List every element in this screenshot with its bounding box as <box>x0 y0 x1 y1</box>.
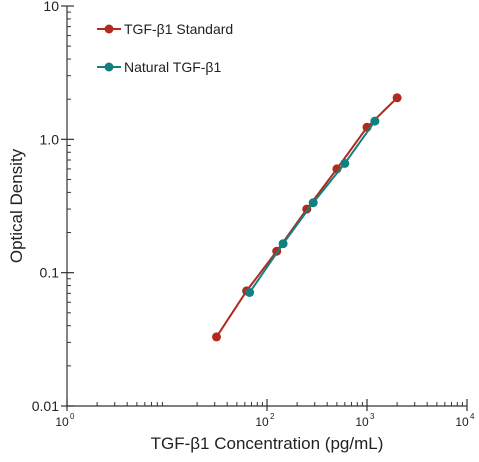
y-tick-label: 1.0 <box>40 131 60 147</box>
y-axis-title: Optical Density <box>7 148 26 263</box>
legend-swatch-standard-marker <box>104 24 114 34</box>
series-layer <box>212 93 402 342</box>
x-tick-exponent: 2 <box>270 412 275 421</box>
legend: TGF-β1 Standard Natural TGF-β1 <box>97 21 233 75</box>
series-1-point <box>245 288 255 297</box>
series-line-0 <box>215 97 398 338</box>
x-ticks: 10 0 10 2 10 3 10 4 <box>55 399 475 429</box>
x-tick-label: 10 <box>255 415 269 429</box>
x-tick-label: 10 <box>455 415 469 429</box>
y-tick-label: 10 <box>43 0 59 14</box>
series-1-point <box>370 116 380 126</box>
x-tick-label: 10 <box>55 415 69 429</box>
minor-ticks <box>67 11 463 406</box>
y-tick-label: 0.01 <box>32 398 59 414</box>
x-axis-title: TGF-β1 Concentration (pg/mL) <box>151 434 384 453</box>
legend-item-standard: TGF-β1 Standard <box>97 21 233 37</box>
series-1-point <box>308 198 318 208</box>
x-tick-exponent: 3 <box>370 412 375 421</box>
series-1-point <box>340 158 350 168</box>
legend-swatch-natural-marker <box>104 62 114 72</box>
x-tick-exponent: 0 <box>70 412 75 421</box>
x-tick-label: 10 <box>355 415 369 429</box>
y-ticks: 0.01 0.1 1.0 10 <box>32 0 74 414</box>
y-tick-label: 0.1 <box>40 265 60 281</box>
legend-item-natural: Natural TGF-β1 <box>97 59 221 75</box>
legend-label-standard: TGF-β1 Standard <box>124 21 233 37</box>
x-tick-exponent: 4 <box>470 412 475 421</box>
series-1-point <box>278 239 288 249</box>
legend-label-natural: Natural TGF-β1 <box>124 59 221 75</box>
series-0-point <box>212 332 221 342</box>
series-0-point <box>392 93 402 103</box>
